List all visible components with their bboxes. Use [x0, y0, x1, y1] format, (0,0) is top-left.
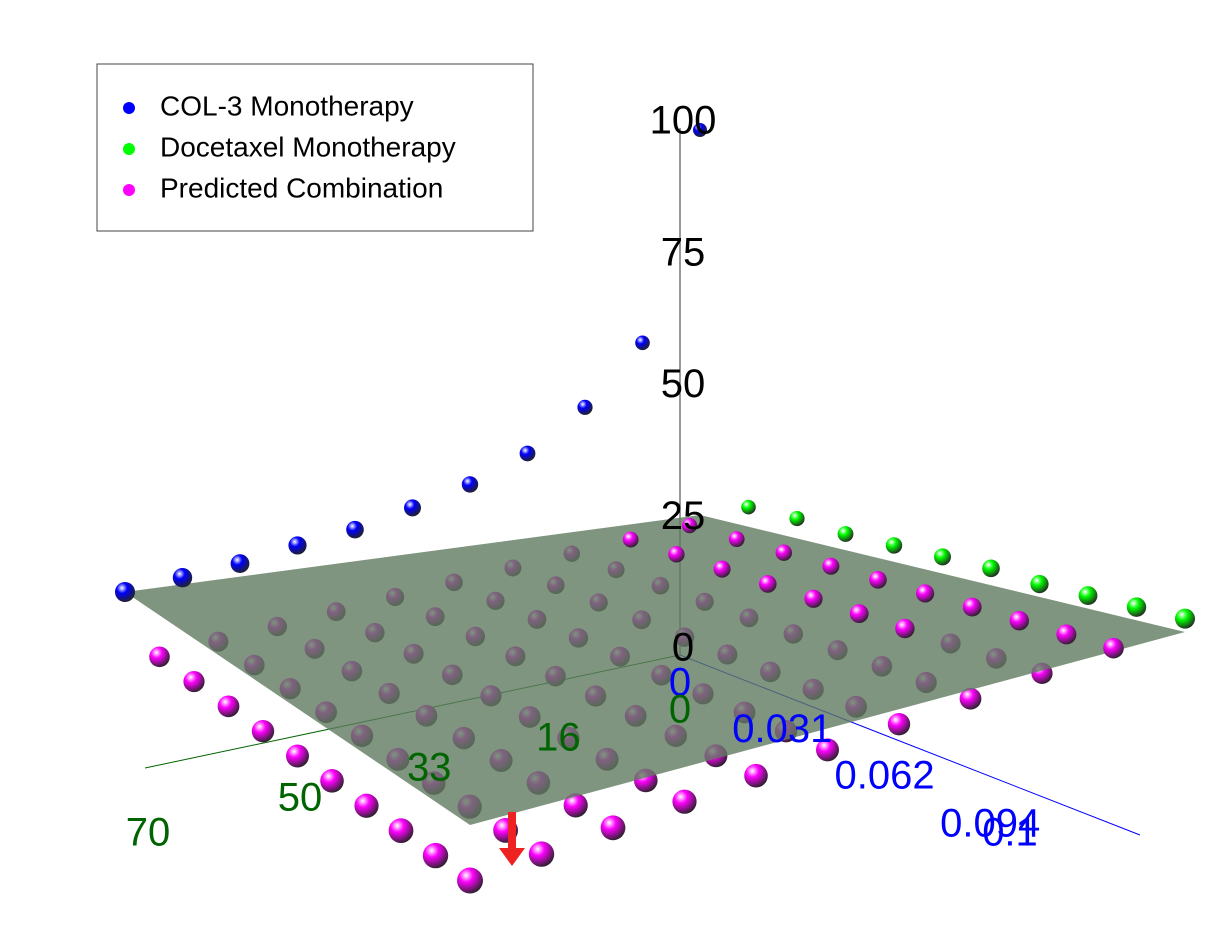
point [457, 867, 483, 894]
z-tick-label: 0 [672, 626, 694, 670]
point [887, 713, 911, 736]
point [622, 531, 639, 548]
z-tick-label: 25 [661, 494, 706, 538]
point [149, 646, 170, 668]
point [286, 744, 309, 768]
arrow [499, 812, 525, 866]
point [869, 571, 887, 589]
legend-label: Docetaxel Monotherapy [160, 131, 456, 162]
point [635, 335, 650, 351]
points-above [115, 123, 1195, 659]
z-tick-label: 50 [661, 362, 706, 406]
point [251, 719, 275, 743]
y-tick-label: 16 [536, 716, 581, 760]
point [1009, 611, 1029, 631]
point [422, 842, 449, 869]
point [682, 518, 698, 534]
point [172, 568, 193, 588]
point [404, 499, 421, 517]
arrow-head [499, 848, 525, 866]
point [563, 793, 588, 818]
legend-label: COL-3 Monotherapy [160, 90, 414, 121]
x-tick-label: 0.031 [732, 707, 832, 751]
z-tick-label: 75 [661, 230, 706, 274]
legend-marker [123, 184, 135, 196]
point [672, 789, 697, 814]
point [849, 604, 869, 624]
point [895, 618, 915, 639]
point [346, 520, 364, 539]
point [1078, 586, 1098, 606]
legend: COL-3 Monotherapy Docetaxel Monotherapy Pr… [96, 63, 534, 232]
point [744, 763, 768, 788]
point [822, 557, 840, 575]
z-tick-label: 100 [650, 99, 717, 143]
point [600, 815, 626, 841]
point [693, 123, 707, 137]
y-tick-label: 0 [669, 688, 691, 732]
point [1030, 574, 1049, 594]
point [775, 544, 792, 561]
point [230, 554, 250, 574]
point [115, 582, 135, 602]
point [816, 738, 839, 762]
x-tick-label: 0.062 [835, 754, 935, 798]
point [916, 584, 935, 603]
point [728, 531, 745, 548]
point [962, 597, 982, 617]
point [1126, 597, 1147, 617]
point [354, 793, 379, 818]
point [713, 560, 731, 578]
point [789, 510, 805, 527]
point [668, 546, 685, 563]
point [388, 818, 414, 844]
point [959, 687, 982, 710]
y-tick-label: 70 [126, 811, 171, 855]
point [1175, 608, 1195, 629]
x-tick-label: 0.094 [940, 802, 1040, 846]
point [461, 476, 479, 493]
point [885, 537, 903, 554]
point [1103, 637, 1124, 659]
y-tick-label: 33 [407, 746, 452, 790]
point [804, 589, 823, 608]
legend-marker [123, 143, 135, 155]
legend-label: Predicted Combination [160, 172, 443, 203]
point [183, 670, 205, 693]
point [288, 536, 307, 555]
point [741, 499, 756, 515]
point [982, 559, 1000, 578]
legend-marker [123, 102, 135, 114]
point [577, 399, 593, 415]
point [217, 695, 240, 718]
point [837, 526, 854, 542]
y-tick-label: 50 [278, 775, 323, 819]
point [934, 548, 951, 566]
point [528, 841, 555, 867]
x-tick-label: 0 [669, 661, 691, 705]
legend-box [96, 63, 534, 232]
point [759, 575, 777, 593]
point [320, 769, 344, 793]
x-tick-label: 0.1 [982, 811, 1038, 855]
point [519, 445, 536, 462]
point [1056, 624, 1077, 645]
